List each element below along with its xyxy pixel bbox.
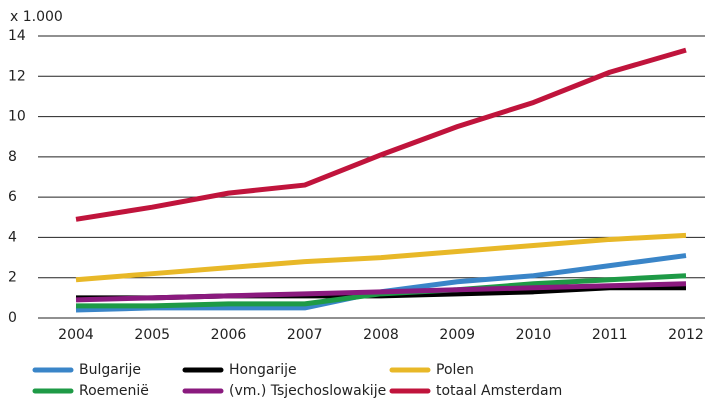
series-line <box>75 281 687 303</box>
y-tick-label: 6 <box>8 189 17 205</box>
x-tick-label: 2011 <box>592 327 628 343</box>
y-tick-label: 10 <box>8 109 26 125</box>
x-tick-label: 2004 <box>58 327 94 343</box>
x-tick-label: 2009 <box>439 327 475 343</box>
x-tick-label: 2012 <box>668 327 704 343</box>
y-tick-label: 14 <box>8 28 26 44</box>
legend-label: (vm.) Tsjechoslowakije <box>229 383 386 399</box>
y-tick-label: 12 <box>8 68 26 84</box>
y-tick-label: 4 <box>8 229 17 245</box>
y-tick-label: 0 <box>8 310 17 326</box>
legend-label: Roemenië <box>79 383 149 399</box>
legend-label: Polen <box>436 362 474 378</box>
legend-label: totaal Amsterdam <box>436 383 562 399</box>
x-tick-label: 2006 <box>211 327 247 343</box>
x-tick-label: 2008 <box>363 327 399 343</box>
y-axis-label: x 1.000 <box>10 9 63 25</box>
legend-label: Hongarije <box>229 362 297 378</box>
y-tick-label: 2 <box>8 270 17 286</box>
x-tick-label: 2005 <box>134 327 170 343</box>
x-tick-label: 2010 <box>516 327 552 343</box>
x-tick-label: 2007 <box>287 327 323 343</box>
series-line <box>75 232 687 283</box>
y-tick-label: 8 <box>8 149 17 165</box>
legend-label: Bulgarije <box>79 362 141 378</box>
series-line <box>75 47 687 222</box>
